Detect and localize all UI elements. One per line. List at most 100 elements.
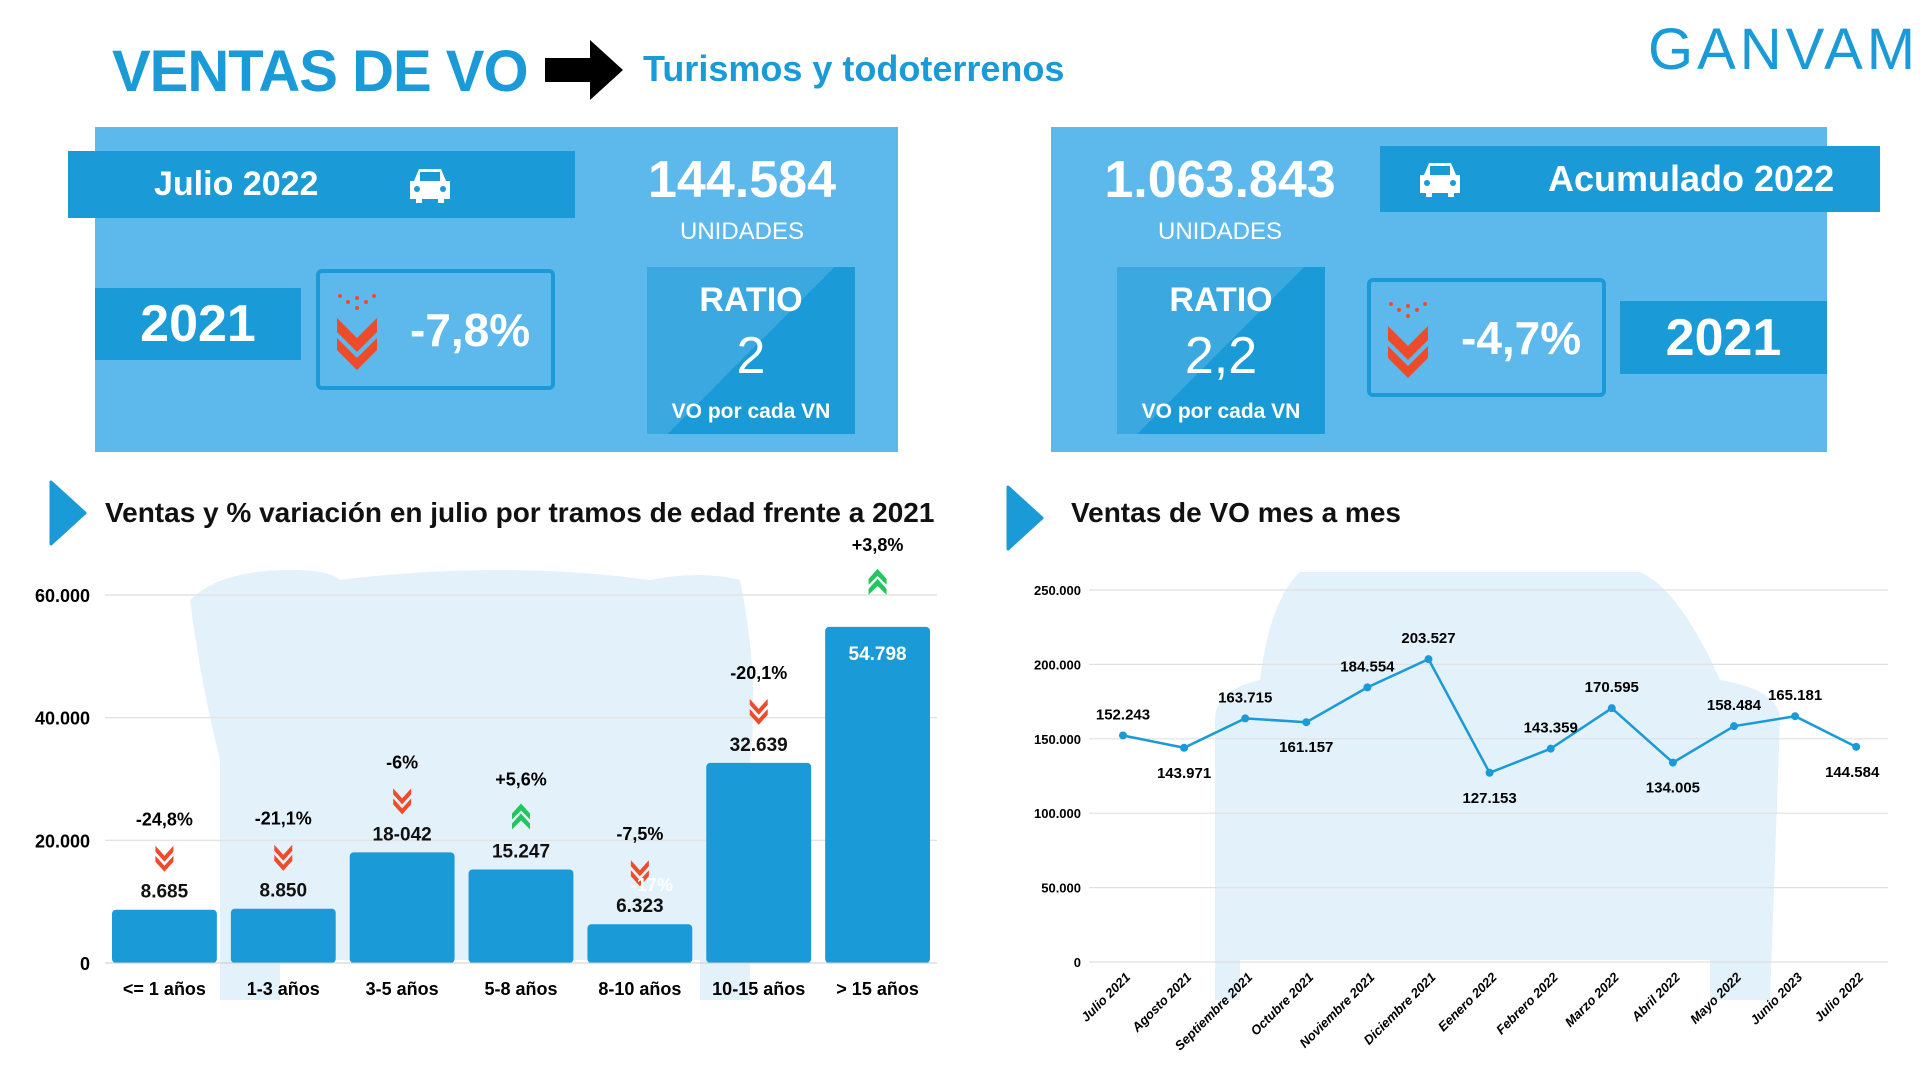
- data-point: [1485, 768, 1494, 777]
- data-point: [1302, 718, 1311, 727]
- double-chevron-down-icon: [393, 788, 412, 815]
- x-tick-label: Octubre 2021: [1248, 970, 1317, 1039]
- y-tick-label: 250.000: [1034, 583, 1081, 598]
- y-tick-label: 50.000: [1041, 881, 1081, 896]
- y-tick-label: 60.000: [35, 586, 90, 606]
- double-chevron-up-icon: [512, 803, 530, 830]
- monthly-change-box: -7,8%: [316, 269, 555, 390]
- ratio-value: 2,2: [1184, 327, 1258, 385]
- arrow-right-icon: [545, 40, 623, 100]
- x-tick-label: Julio 2021: [1078, 970, 1133, 1025]
- bar: [825, 626, 930, 963]
- variation-label: -21,1%: [255, 809, 312, 829]
- car-icon: [1420, 163, 1460, 197]
- cumulative-period-strip: Acumulado 2022: [1380, 146, 1880, 212]
- data-point: [1363, 683, 1372, 692]
- variation-label: -24,8%: [136, 810, 193, 830]
- point-value-label: 143.359: [1524, 720, 1578, 737]
- y-tick-label: 20.000: [35, 831, 90, 851]
- monthly-period-strip: Julio 2022: [68, 151, 575, 218]
- bar-chart: 0 20.000 40.000 60.000 8.685 <= 1 años -24,8% 8…: [35, 535, 937, 999]
- cumulative-units-label: UNIDADES: [1157, 218, 1283, 245]
- bar-value-label: 15.247: [492, 841, 550, 862]
- monthly-units: 144.584: [648, 151, 836, 209]
- x-tick-label: 8-10 años: [598, 979, 681, 999]
- ganvam-logo: GANVAM: [1648, 17, 1920, 82]
- data-point: [1791, 712, 1800, 721]
- bar-chart-title: Ventas y % variación en julio por tramos…: [105, 497, 935, 528]
- x-tick-label: Julio 2022: [1811, 969, 1867, 1025]
- bar-value-label: 8.685: [141, 882, 189, 903]
- point-value-label: 165.181: [1768, 687, 1822, 704]
- double-chevron-down-icon: [337, 293, 377, 370]
- y-tick-label: 150.000: [1034, 732, 1081, 747]
- point-value-label: 158.484: [1707, 697, 1762, 714]
- cumulative-compare-year: 2021: [1620, 301, 1827, 374]
- bar: [112, 909, 217, 963]
- cumulative-units: 1.063.843: [1104, 151, 1336, 209]
- data-point: [1119, 731, 1127, 740]
- data-point: [1668, 758, 1677, 767]
- variation-label: +5,6%: [495, 769, 547, 789]
- variation-label: -20,1%: [730, 663, 787, 683]
- double-chevron-up-icon: [868, 568, 887, 595]
- point-value-label: 163.715: [1218, 689, 1272, 706]
- x-tick-label: Abril 2022: [1628, 969, 1684, 1025]
- data-point: [1730, 722, 1738, 731]
- car-watermark: [190, 570, 1780, 1000]
- bar: [230, 908, 336, 963]
- bar-value-label: 18-042: [373, 824, 432, 845]
- double-chevron-down-icon: [274, 844, 293, 871]
- y-tick-label: 0: [1074, 955, 1081, 970]
- double-chevron-down-icon: [1388, 301, 1428, 378]
- data-point: [1607, 704, 1616, 713]
- section-marker-icon: [49, 480, 87, 546]
- bar-value-label: 54.798: [849, 644, 907, 665]
- y-tick-label: 200.000: [1034, 657, 1081, 672]
- line-chart-title: Ventas de VO mes a mes: [1071, 497, 1401, 528]
- point-value-label: 170.595: [1585, 679, 1639, 696]
- point-value-label: 152.243: [1096, 706, 1150, 723]
- point-value-label: 184.554: [1340, 658, 1395, 675]
- annotation-label: -17%: [631, 875, 673, 895]
- point-value-label: 127.153: [1462, 790, 1516, 807]
- ratio-label: RATIO: [1169, 281, 1273, 319]
- x-tick-label: 1-3 años: [247, 979, 320, 999]
- cumulative-ratio-box: RATIO 2,2 VO por cada VN: [1117, 267, 1325, 434]
- double-chevron-down-icon: [155, 845, 174, 872]
- monthly-ratio-box: RATIO 2 VO por cada VN: [647, 267, 855, 434]
- x-tick-label: 10-15 años: [712, 979, 805, 999]
- bar-value-label: 32.639: [730, 735, 788, 756]
- monthly-compare-year: 2021: [95, 288, 301, 360]
- data-point: [1241, 714, 1250, 723]
- cumulative-period: Acumulado 2022: [1548, 158, 1835, 199]
- x-tick-label: > 15 años: [836, 979, 919, 999]
- bar: [468, 869, 574, 963]
- double-chevron-down-icon: [630, 860, 649, 887]
- x-tick-label: <= 1 años: [123, 979, 206, 999]
- ratio-value: 2: [736, 327, 766, 385]
- cumulative-change: -4,7%: [1461, 311, 1582, 364]
- x-tick-label: Agosto 2021: [1128, 970, 1194, 1036]
- cumulative-change-box: -4,7%: [1367, 278, 1606, 397]
- data-point: [1424, 655, 1433, 664]
- monthly-period: Julio 2022: [154, 165, 319, 203]
- y-tick-label: 0: [80, 954, 90, 974]
- x-tick-label: Febrero 2022: [1493, 969, 1561, 1037]
- variation-label: -7,5%: [616, 824, 663, 844]
- x-tick-label: Marzo 2022: [1562, 969, 1623, 1030]
- point-value-label: 203.527: [1401, 630, 1455, 647]
- data-point: [1546, 744, 1555, 753]
- point-value-label: 143.971: [1157, 765, 1211, 782]
- bar: [706, 762, 812, 963]
- x-tick-label: 5-8 años: [484, 979, 557, 999]
- data-point: [1852, 742, 1861, 751]
- ratio-caption: VO por cada VN: [1141, 400, 1301, 423]
- data-point: [1180, 743, 1189, 752]
- page-subtitle: Turismos y todoterrenos: [643, 48, 1065, 89]
- x-tick-label: Eenero 2022: [1435, 969, 1500, 1034]
- bar: [587, 924, 693, 963]
- point-value-label: 144.584: [1825, 764, 1880, 781]
- variation-label: +3,8%: [852, 535, 904, 555]
